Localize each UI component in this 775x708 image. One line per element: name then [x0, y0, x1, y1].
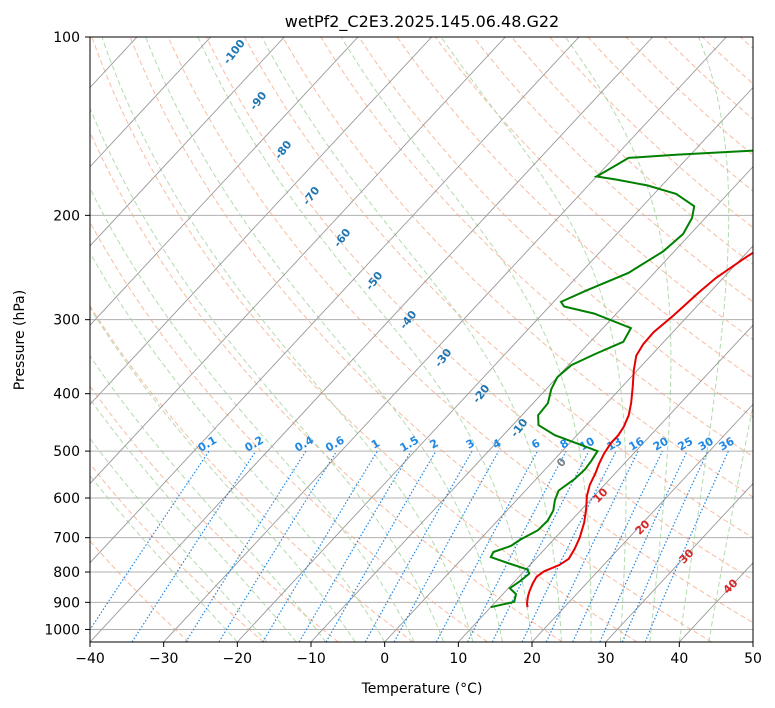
- moist-adiabats: [90, 37, 753, 642]
- mixing-ratio-line: [545, 450, 639, 642]
- moist-adiabat-line: [90, 306, 356, 642]
- dry-adiabat-line: [358, 37, 753, 418]
- mixing-ratio-line: [218, 450, 338, 642]
- y-tick-label: 300: [53, 313, 80, 329]
- moist-adiabat-line: [101, 37, 474, 642]
- dry-adiabat-line: [282, 37, 753, 498]
- x-tick-label: 10: [449, 651, 467, 667]
- dry-adiabat-line: [167, 37, 753, 624]
- x-tick-label: 20: [523, 651, 541, 667]
- isotherm-line: [237, 86, 753, 642]
- y-tick-label: 500: [53, 444, 80, 460]
- mixing-ratio-line: [572, 450, 664, 642]
- moist-adiabat-line: [90, 106, 445, 642]
- moist-adiabat-line: [90, 354, 327, 642]
- y-axis: 100 200 300 400 500 600 700 800 900 1000: [44, 30, 90, 638]
- isotherm-line: [90, 37, 285, 247]
- mixing-ratio-lines: [90, 450, 729, 642]
- dry-adiabat-line: [90, 385, 339, 642]
- mixing-ratio-line: [325, 450, 437, 642]
- chart-title: wetPf2_C2E3.2025.145.06.48.G22: [285, 12, 559, 32]
- mixing-ratio-line: [393, 450, 500, 642]
- moist-adiabat-line: [145, 37, 503, 642]
- y-tick-label: 700: [53, 531, 80, 547]
- y-tick-label: 600: [53, 491, 80, 507]
- isotherm-line: [90, 37, 359, 326]
- moist-adiabat-line: [197, 37, 533, 642]
- dry-adiabat-line: [625, 37, 753, 156]
- isotherm-line: [605, 482, 753, 642]
- y-axis-label: Pressure (hPa): [12, 290, 28, 390]
- isotherm-line: [310, 166, 753, 642]
- x-tick-label: 30: [597, 651, 615, 667]
- plot-frame: [89, 36, 754, 643]
- isotherm-line: [384, 245, 753, 642]
- y-tick-label: 100: [53, 30, 80, 46]
- x-tick-label: 50: [744, 651, 762, 667]
- moist-adiabat-line: [440, 37, 627, 642]
- moist-adiabat-line: [90, 474, 238, 642]
- mixing-ratio-line: [491, 450, 590, 642]
- y-tick-label: 1000: [44, 622, 80, 638]
- mixing-ratio-line: [185, 450, 307, 642]
- moist-adiabat-line: [678, 37, 730, 642]
- temperature-line: [525, 251, 753, 608]
- y-tick-label: 200: [53, 208, 80, 224]
- dry-adiabat-line: [90, 131, 563, 642]
- moist-adiabat-line: [90, 437, 268, 642]
- isotherm-line: [90, 37, 211, 168]
- isotherm-line: [90, 37, 432, 406]
- mixing-ratio-line: [435, 450, 539, 642]
- dry-adiabat-line: [90, 304, 414, 642]
- x-axis-label: Temperature (°C): [361, 681, 483, 697]
- x-tick-label: −10: [296, 651, 326, 667]
- isotherm-line: [90, 37, 506, 485]
- isotherm-line: [90, 37, 580, 564]
- moist-adiabat-line: [340, 37, 592, 642]
- y-tick-label: 800: [53, 565, 80, 581]
- x-tick-label: −20: [223, 651, 253, 667]
- skewed-isotherms: [90, 37, 753, 642]
- plot-area: 0.1 0.2 0.4 0.6 1 1.5 2 3 4 6 8 10 13 16 20 25 30 36-100-…: [90, 37, 753, 642]
- isotherm-line: [458, 324, 753, 642]
- y-tick-label: 900: [53, 595, 80, 611]
- dry-adiabat-line: [549, 37, 753, 229]
- dry-adiabat-line: [129, 37, 712, 642]
- moist-adiabat-line: [708, 402, 753, 642]
- dry-adiabat-line: [473, 37, 753, 303]
- x-tick-label: −30: [149, 651, 179, 667]
- x-tick-label: 0: [380, 651, 389, 667]
- dewpoint-line: [489, 149, 753, 609]
- isotherm-line: [163, 37, 727, 642]
- moist-adiabat-line: [564, 37, 672, 642]
- isotherm-line: [90, 37, 653, 642]
- x-tick-label: −40: [75, 651, 105, 667]
- x-tick-label: 40: [670, 651, 688, 667]
- moist-adiabat-line: [90, 251, 386, 642]
- y-tick-label: 400: [53, 387, 80, 403]
- isotherm-line: [531, 403, 753, 642]
- mixing-ratio-line: [521, 450, 617, 642]
- mixing-ratio-line: [466, 450, 567, 642]
- mixing-ratio-line: [364, 450, 473, 642]
- dry-adiabat-line: [91, 37, 638, 642]
- dry-adiabat-line: [90, 463, 264, 642]
- moist-adiabat-line: [261, 37, 562, 642]
- x-axis: −40 −30 −20 −10 0 10 20 30 40 50: [75, 642, 762, 667]
- mixing-ratio-line: [131, 450, 257, 642]
- dry-adiabat-line: [396, 37, 753, 379]
